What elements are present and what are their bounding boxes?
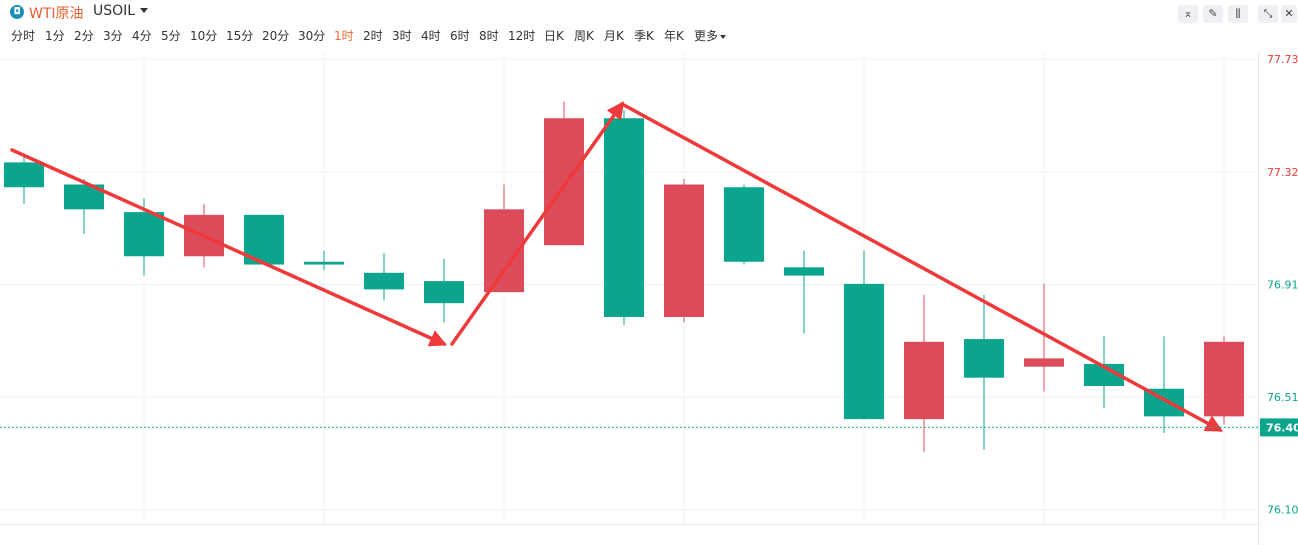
candle-body [604,118,644,317]
tab-period[interactable]: 15分 [226,29,254,43]
tab-more[interactable]: 更多 [694,27,727,44]
tab-period[interactable]: 4分 [132,29,152,43]
instrument-name[interactable]: WTI原油 [29,6,84,22]
tab-period[interactable]: 2时 [363,29,383,43]
trend-arrow [620,102,1224,432]
last-price-label: 76.40 [1266,421,1298,434]
chevron-down-icon [720,34,727,39]
candle-body [1024,358,1064,367]
y-tick-label: 76.510 [1267,391,1298,404]
candle-body [724,187,764,262]
close-icon[interactable]: ✕ [1281,5,1297,23]
tab-period[interactable]: 12时 [508,29,536,43]
y-tick-label: 77.326 [1267,166,1298,179]
candle-body [304,261,344,265]
tab-period[interactable]: 10分 [190,29,218,43]
tab-period[interactable]: 8时 [479,29,499,43]
y-tick-label: 76.918 [1267,278,1298,291]
more-label: 更多 [694,29,719,43]
candle-body [544,118,584,246]
candle-body [1084,363,1124,386]
candle-body [124,212,164,257]
candle-icon[interactable]: ⫼ [1228,5,1248,23]
tab-period[interactable]: 20分 [262,29,290,43]
trend-arrow [450,101,625,346]
tab-period[interactable]: 30分 [298,29,326,43]
tab-period[interactable]: 日K [544,29,564,43]
line-tool-icon[interactable]: ⌅ [1178,5,1198,23]
tab-period[interactable]: 季K [634,29,654,43]
tab-period[interactable]: 月K [604,29,624,43]
tab-period-active[interactable]: 1时 [334,29,354,43]
tab-period[interactable]: 4时 [421,29,441,43]
y-tick-label: 76.102 [1267,504,1298,517]
instrument-dropdown-caret-icon[interactable] [140,8,148,13]
candle-body [784,267,824,276]
tab-period[interactable]: 6时 [450,29,470,43]
instrument-code[interactable]: USOIL [93,3,136,19]
candle-body [4,162,44,188]
tab-period[interactable]: 1分 [45,29,65,43]
tab-period[interactable]: 3时 [392,29,412,43]
y-tick-label: 77.734 [1267,53,1298,66]
tab-period[interactable]: 周K [574,29,594,43]
tab-period[interactable]: 2分 [74,29,94,43]
tab-period[interactable]: 5分 [161,29,181,43]
instrument-logo-icon: ◘ [10,5,24,19]
candle-body [844,283,884,420]
shrink-icon[interactable]: ⤡ [1258,5,1278,23]
candle-body [424,281,464,304]
candlestick-chart[interactable]: 77.734 77.326 76.918 76.510 76.102 76.40 [0,52,1298,545]
tab-period[interactable]: 年K [664,29,684,43]
candle-body [364,272,404,290]
last-price-tag [1260,418,1298,437]
candle-body [904,341,944,420]
candle-body [1204,341,1244,417]
candle-body [664,184,704,317]
candle-body [964,339,1004,378]
tab-period[interactable]: 分时 [11,29,36,43]
chart-header: ◘ WTI原油 USOIL ⌅ ✎ ⫼ ⤡ ✕ [0,0,1298,26]
tab-period[interactable]: 3分 [103,29,123,43]
pencil-icon[interactable]: ✎ [1203,5,1223,23]
trend-arrow [10,148,448,347]
